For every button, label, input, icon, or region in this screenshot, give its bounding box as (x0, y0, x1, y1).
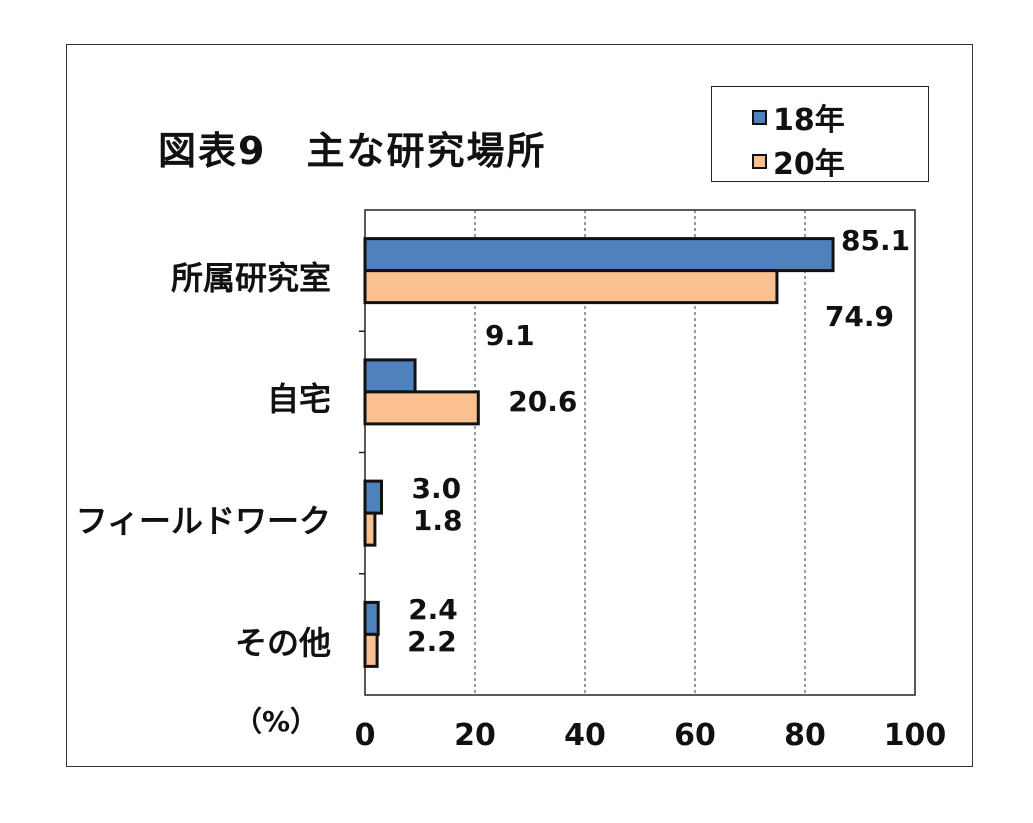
category-label-2: 自宅 (266, 380, 331, 418)
data-label-series-2-category-2: 20.6 (508, 384, 578, 418)
data-label-series-2-category-3: 1.8 (412, 504, 463, 538)
bar-series-1-category-4 (363, 600, 380, 636)
legend-swatch-series-2 (752, 153, 767, 169)
category-label-3: フィールドワーク (75, 502, 331, 540)
x-tick-label-1: 0 (354, 718, 376, 753)
chart-frame (66, 44, 973, 767)
bar-series-2-category-1 (363, 269, 779, 305)
bar-series-1-category-3 (363, 479, 383, 515)
data-label-series-1-category-4: 2.4 (408, 593, 458, 627)
data-label-series-2-category-1: 74.9 (824, 299, 895, 333)
legend: 18年 20年 (711, 86, 929, 182)
x-tick-label-5: 80 (784, 718, 826, 753)
bar-series-1-category-2 (363, 358, 417, 394)
bar-series-2-category-2 (363, 390, 480, 426)
x-tick-label-6: 100 (883, 718, 947, 753)
legend-swatch-series-1 (752, 109, 767, 125)
data-label-series-1-category-1: 85.1 (841, 223, 911, 257)
bar-series-2-category-4 (363, 632, 379, 668)
x-tick-label-2: 20 (454, 718, 496, 753)
x-tick-label-3: 40 (564, 718, 606, 753)
bar-series-2-category-3 (363, 511, 377, 547)
legend-label-series-2: 20年 (773, 147, 845, 182)
data-label-series-1-category-3: 3.0 (411, 472, 462, 506)
data-label-series-1-category-2: 9.1 (485, 318, 535, 352)
chart-title: 図表9 主な研究場所 (158, 129, 547, 173)
category-label-4: その他 (234, 624, 331, 662)
category-label-1: 所属研究室 (170, 259, 331, 297)
legend-label-series-1: 18年 (773, 103, 845, 138)
bar-series-1-category-1 (363, 237, 835, 273)
legend-item-series-1: 18年 (752, 95, 845, 139)
data-label-series-2-category-4: 2.2 (407, 625, 457, 659)
legend-item-series-2: 20年 (752, 139, 845, 183)
x-tick-label-4: 60 (674, 718, 716, 753)
unit-label: （%） (234, 705, 319, 738)
